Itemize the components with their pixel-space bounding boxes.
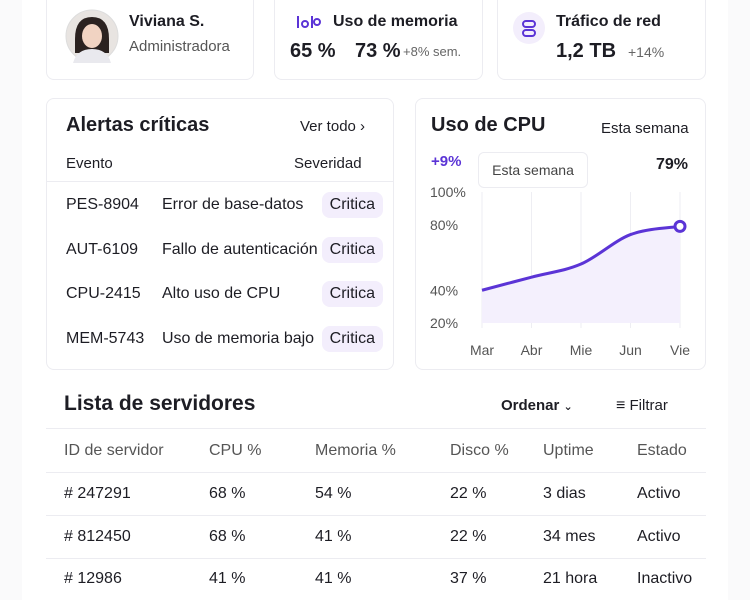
- column-header: Memoria %: [315, 442, 396, 459]
- y-tick-label: 100%: [430, 184, 466, 200]
- period-selector[interactable]: Esta semana: [601, 120, 689, 137]
- table-cell: 34 mes: [543, 527, 596, 545]
- x-tick-label: Mar: [470, 342, 494, 358]
- tooltip: Esta semana: [478, 152, 588, 188]
- network-icon: [513, 12, 545, 44]
- user-role: Administradora: [129, 38, 230, 55]
- column-header: Uptime: [543, 442, 594, 459]
- severity-badge: Critica: [321, 281, 383, 307]
- table-cell: 3 dias: [543, 485, 586, 502]
- x-tick-label: Vie: [670, 342, 690, 358]
- memory-change: +8% sem.: [403, 44, 462, 59]
- sort-button[interactable]: Ordenar ⌄: [501, 397, 573, 414]
- table-cell: 22 %: [450, 485, 487, 502]
- y-tick-label: 40%: [430, 282, 458, 298]
- section-title: Uso de CPU: [431, 114, 546, 136]
- divider: [46, 428, 706, 429]
- filter-button[interactable]: ≡ Filtrar: [616, 397, 668, 414]
- x-tick-label: Jun: [619, 342, 642, 358]
- table-cell: 68 %: [209, 527, 246, 545]
- table-cell: # 12986: [64, 570, 122, 587]
- table-cell: 21 hora: [543, 570, 598, 587]
- network-card: Tráfico de red 1,2 TB +14%: [497, 0, 706, 80]
- table-cell: # 812450: [64, 527, 131, 545]
- divider: [46, 472, 706, 473]
- dashboard: Viviana S. Administradora Uso de memoria…: [22, 0, 728, 600]
- table-cell: Activo: [637, 485, 681, 502]
- table-cell: 54 %: [315, 485, 352, 502]
- event-id: MEM-5743: [66, 329, 145, 347]
- card-title: Uso de memoria: [333, 13, 458, 30]
- x-tick-label: Abr: [521, 342, 543, 358]
- end-point: [673, 219, 687, 233]
- section-title: Lista de servidores: [64, 392, 256, 415]
- link-text: Ver todo: [300, 118, 356, 135]
- cpu-current: 79%: [656, 156, 689, 173]
- event-id: PES-8904: [66, 196, 139, 213]
- profile-card: Viviana S. Administradora: [46, 0, 254, 80]
- severity-badge: Critica: [321, 236, 383, 263]
- cpu-card: Uso de CPU Esta semana +9% 79% 100% 80% 40…: [415, 98, 706, 370]
- server-table: ID de servidor CPU % Memoria % Disco % Uptim…: [22, 0, 728, 600]
- event-desc: Error de base-datos: [162, 196, 304, 213]
- table-cell: # 247291: [64, 485, 131, 502]
- line: [481, 224, 681, 292]
- event-desc: Uso de memoria bajo: [162, 329, 315, 347]
- button-text: Ordenar: [501, 397, 560, 414]
- table-cell: 41 %: [315, 527, 352, 545]
- avatar: [65, 9, 119, 63]
- table-cell: 41 %: [209, 570, 246, 587]
- severity-badge: Critica: [321, 192, 383, 218]
- column-header: ID de servidor: [64, 442, 164, 459]
- x-tick-label: Mie: [570, 342, 593, 358]
- column-header: Severidad: [294, 155, 362, 172]
- event-desc: Fallo de autenticación: [162, 240, 318, 258]
- memory-value: 65 %: [290, 40, 336, 62]
- memory-icon: [297, 16, 321, 28]
- memory-value: 73 %: [355, 40, 401, 62]
- event-desc: Alto uso de CPU: [162, 285, 281, 302]
- table-cell: Inactivo: [637, 570, 693, 587]
- area: [482, 226, 680, 323]
- table-cell: Activo: [637, 527, 681, 545]
- column-header: CPU %: [209, 442, 262, 459]
- section-title: Alertas críticas: [66, 114, 210, 136]
- user-name: Viviana S.: [129, 13, 205, 30]
- network-change: +14%: [628, 44, 665, 60]
- column-header: Estado: [637, 442, 687, 459]
- cpu-chart: 100% 80% 40% 20% Mar Abr Mie Jun Vie: [430, 184, 690, 358]
- y-tick-label: 20%: [430, 315, 458, 331]
- memory-card: Uso de memoria 65 % 73 % +8% sem.: [274, 0, 483, 80]
- table-cell: 41 %: [315, 570, 352, 587]
- divider: [46, 515, 706, 516]
- y-tick-label: 80%: [430, 217, 458, 233]
- divider: [47, 181, 393, 182]
- event-id: CPU-2415: [66, 285, 141, 302]
- divider: [46, 557, 706, 559]
- severity-badge: Critica: [321, 325, 383, 352]
- cpu-change: +9%: [431, 153, 462, 170]
- alerts-card: Alertas críticas Ver todo › Evento Sever…: [46, 98, 394, 370]
- table-cell: 22 %: [450, 527, 487, 545]
- column-header: Disco %: [450, 442, 509, 459]
- table-cell: 68 %: [209, 485, 246, 502]
- button-text: Filtrar: [629, 397, 668, 414]
- event-id: AUT-6109: [66, 240, 139, 258]
- card-title: Tráfico de red: [556, 13, 661, 30]
- column-header: Evento: [66, 155, 113, 172]
- table-cell: 37 %: [450, 570, 487, 587]
- view-all-link[interactable]: Ver todo ›: [300, 118, 366, 135]
- network-value: 1,2 TB: [556, 40, 617, 62]
